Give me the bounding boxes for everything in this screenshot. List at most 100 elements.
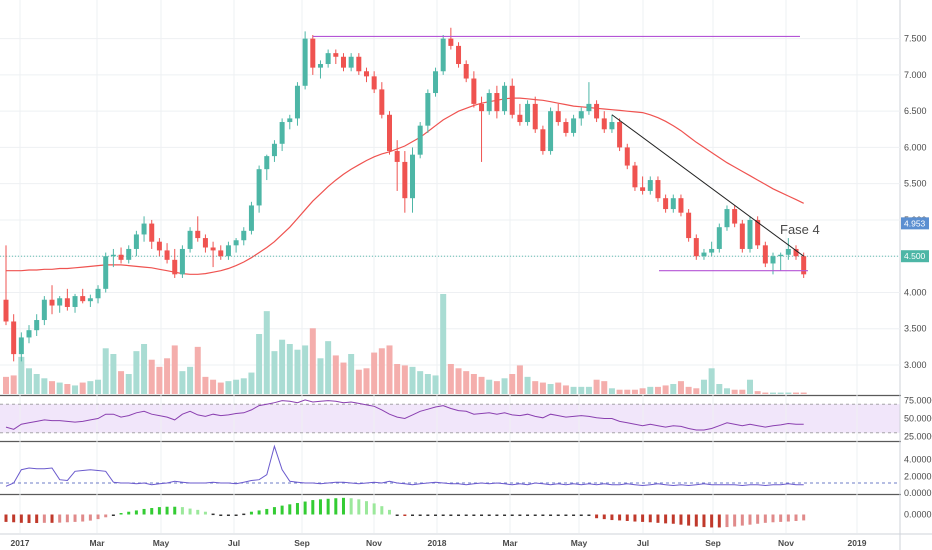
volume-bar-94 <box>723 388 730 394</box>
momentum-bar-40 <box>311 500 315 515</box>
volume-bar-51 <box>394 364 401 394</box>
candle-body-75 <box>578 111 584 119</box>
volume-bar-27 <box>210 379 217 394</box>
candle-body-61 <box>471 78 477 104</box>
candlesticks[interactable] <box>3 27 807 362</box>
trend-line <box>611 114 804 257</box>
momentum-bar-7 <box>58 514 62 523</box>
volume-bar-23 <box>179 371 186 394</box>
candle-11 <box>87 294 93 307</box>
candle-10 <box>80 288 86 304</box>
candle-body-57 <box>440 38 446 72</box>
candle-90 <box>693 234 699 260</box>
momentum-bar-97 <box>748 514 752 525</box>
volume-bar-33 <box>256 334 263 394</box>
candle-body-48 <box>371 76 377 90</box>
candle-38 <box>294 82 300 126</box>
candle-80 <box>617 118 623 152</box>
candle-body-77 <box>594 103 600 119</box>
volume-bar-71 <box>547 384 554 394</box>
candle-body-87 <box>670 198 676 210</box>
momentum-bar-26 <box>203 511 207 515</box>
candle-body-32 <box>248 205 254 231</box>
volume-bar-22 <box>171 345 178 394</box>
momentum-bar-4 <box>35 514 39 524</box>
candle-52 <box>402 151 408 213</box>
momentum-bar-98 <box>756 514 760 524</box>
candle-20 <box>156 238 162 257</box>
time-tick-4: Sep <box>294 538 310 548</box>
candle-body-101 <box>778 254 784 257</box>
momentum-bar-89 <box>687 514 691 526</box>
volume-bar-48 <box>371 352 378 394</box>
fase-annotation: Fase 4 <box>780 222 820 237</box>
candle-body-51 <box>394 151 400 162</box>
momentum-bar-11 <box>88 514 92 521</box>
volume-bar-99 <box>762 392 769 394</box>
candle-body-4 <box>34 320 40 331</box>
candle-7 <box>57 296 63 313</box>
candle-body-93 <box>716 227 722 249</box>
volume-bar-32 <box>248 372 255 394</box>
momentum-bar-94 <box>725 514 729 528</box>
candle-82 <box>632 161 638 191</box>
candle-102 <box>785 238 791 260</box>
candle-104 <box>801 252 807 278</box>
candle-41 <box>317 60 323 79</box>
candle-62 <box>479 96 485 162</box>
momentum-bar-82 <box>633 514 637 522</box>
momentum-bar-100 <box>771 514 775 523</box>
candle-13 <box>103 252 109 293</box>
momentum-bar-67 <box>518 514 522 516</box>
momentum-bar-66 <box>510 514 514 516</box>
candle-body-11 <box>87 298 93 302</box>
volume-bar-52 <box>401 365 408 394</box>
momentum-bar-69 <box>533 514 537 516</box>
momentum-bar-45 <box>349 498 353 515</box>
candle-3 <box>26 325 32 344</box>
volume-bar-96 <box>739 389 746 394</box>
candle-body-59 <box>456 45 462 65</box>
candle-23 <box>179 245 185 278</box>
candle-44 <box>340 53 346 72</box>
drawings[interactable] <box>312 35 808 272</box>
volume-bar-19 <box>148 359 155 394</box>
candle-body-31 <box>241 230 247 241</box>
volume-bar-1 <box>10 375 17 394</box>
candle-101 <box>778 252 784 271</box>
candle-body-1 <box>11 321 17 355</box>
momentum-bar-8 <box>65 514 69 523</box>
candle-29 <box>225 241 231 260</box>
volume-bar-86 <box>662 385 669 394</box>
volume-bar-10 <box>79 382 86 394</box>
momentum-bar-53 <box>411 514 415 516</box>
candle-17 <box>133 230 139 257</box>
momentum-bar-57 <box>441 514 445 516</box>
volume-bar-77 <box>593 379 600 394</box>
momentum-bar-50 <box>388 509 391 515</box>
indicator-panels <box>0 399 900 528</box>
volume-bar-98 <box>754 391 761 394</box>
candle-body-54 <box>417 125 423 155</box>
candle-body-66 <box>509 85 515 115</box>
momentum-bar-18 <box>142 508 146 515</box>
rsi-tick-1: 50.0000 <box>904 414 932 424</box>
volume-bar-14 <box>110 354 117 394</box>
momentum-bar-0 <box>4 514 8 522</box>
candle-body-49 <box>379 89 385 115</box>
candle-body-71 <box>548 111 554 152</box>
candle-40 <box>310 35 316 75</box>
momentum-bar-31 <box>242 513 246 516</box>
current-price-tag <box>901 250 929 263</box>
candle-96 <box>739 219 745 253</box>
candle-body-19 <box>149 223 155 242</box>
volume-bar-45 <box>348 354 355 394</box>
volume-bar-12 <box>95 379 102 394</box>
candle-77 <box>594 100 600 123</box>
candle-67 <box>517 103 523 126</box>
rsi-tick-0: 75.0000 <box>904 396 932 406</box>
volume-bar-16 <box>125 374 132 394</box>
volume-bar-18 <box>141 344 148 394</box>
momentum-bar-12 <box>96 514 100 520</box>
